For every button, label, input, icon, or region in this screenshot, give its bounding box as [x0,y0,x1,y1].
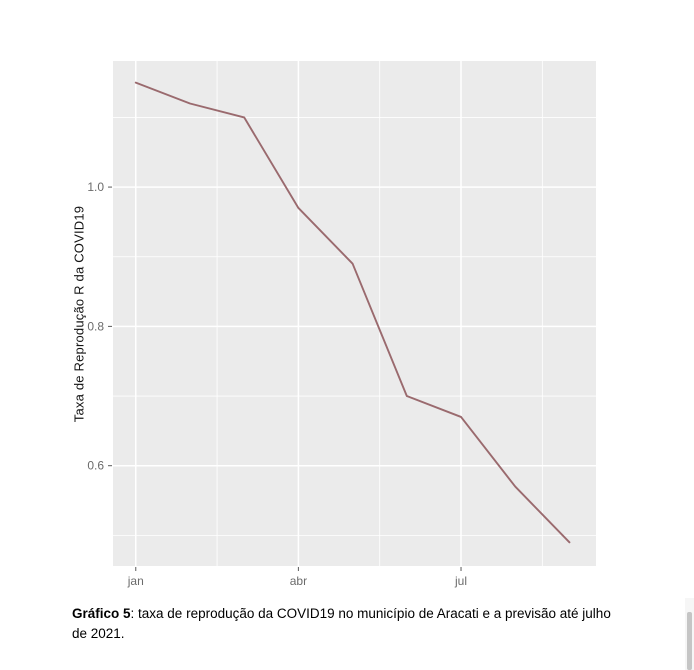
y-axis-tick-label: 1.0 [87,180,104,194]
page-scrollbar[interactable] [685,598,694,670]
y-axis-title: Taxa de Reprodução R da COVID19 [71,205,87,423]
x-axis-tick-label: jul [454,574,467,588]
caption-figure-number: Gráfico 5 [72,606,131,621]
data-line [134,81,571,544]
y-axis-tick-label: 0.6 [87,459,104,473]
figure-caption: Gráfico 5: taxa de reprodução da COVID19… [72,604,628,645]
x-axis-tick-label: abr [290,574,307,588]
y-axis-tick-label: 0.8 [87,319,104,333]
caption-text: : taxa de reprodução da COVID19 no munic… [72,606,611,642]
plot-panel [113,61,596,566]
scrollbar-thumb[interactable] [687,612,692,670]
line-chart: jan abr jul 0.6 0.8 1.0 [87,61,596,588]
x-axis-tick-label: jan [127,574,144,588]
